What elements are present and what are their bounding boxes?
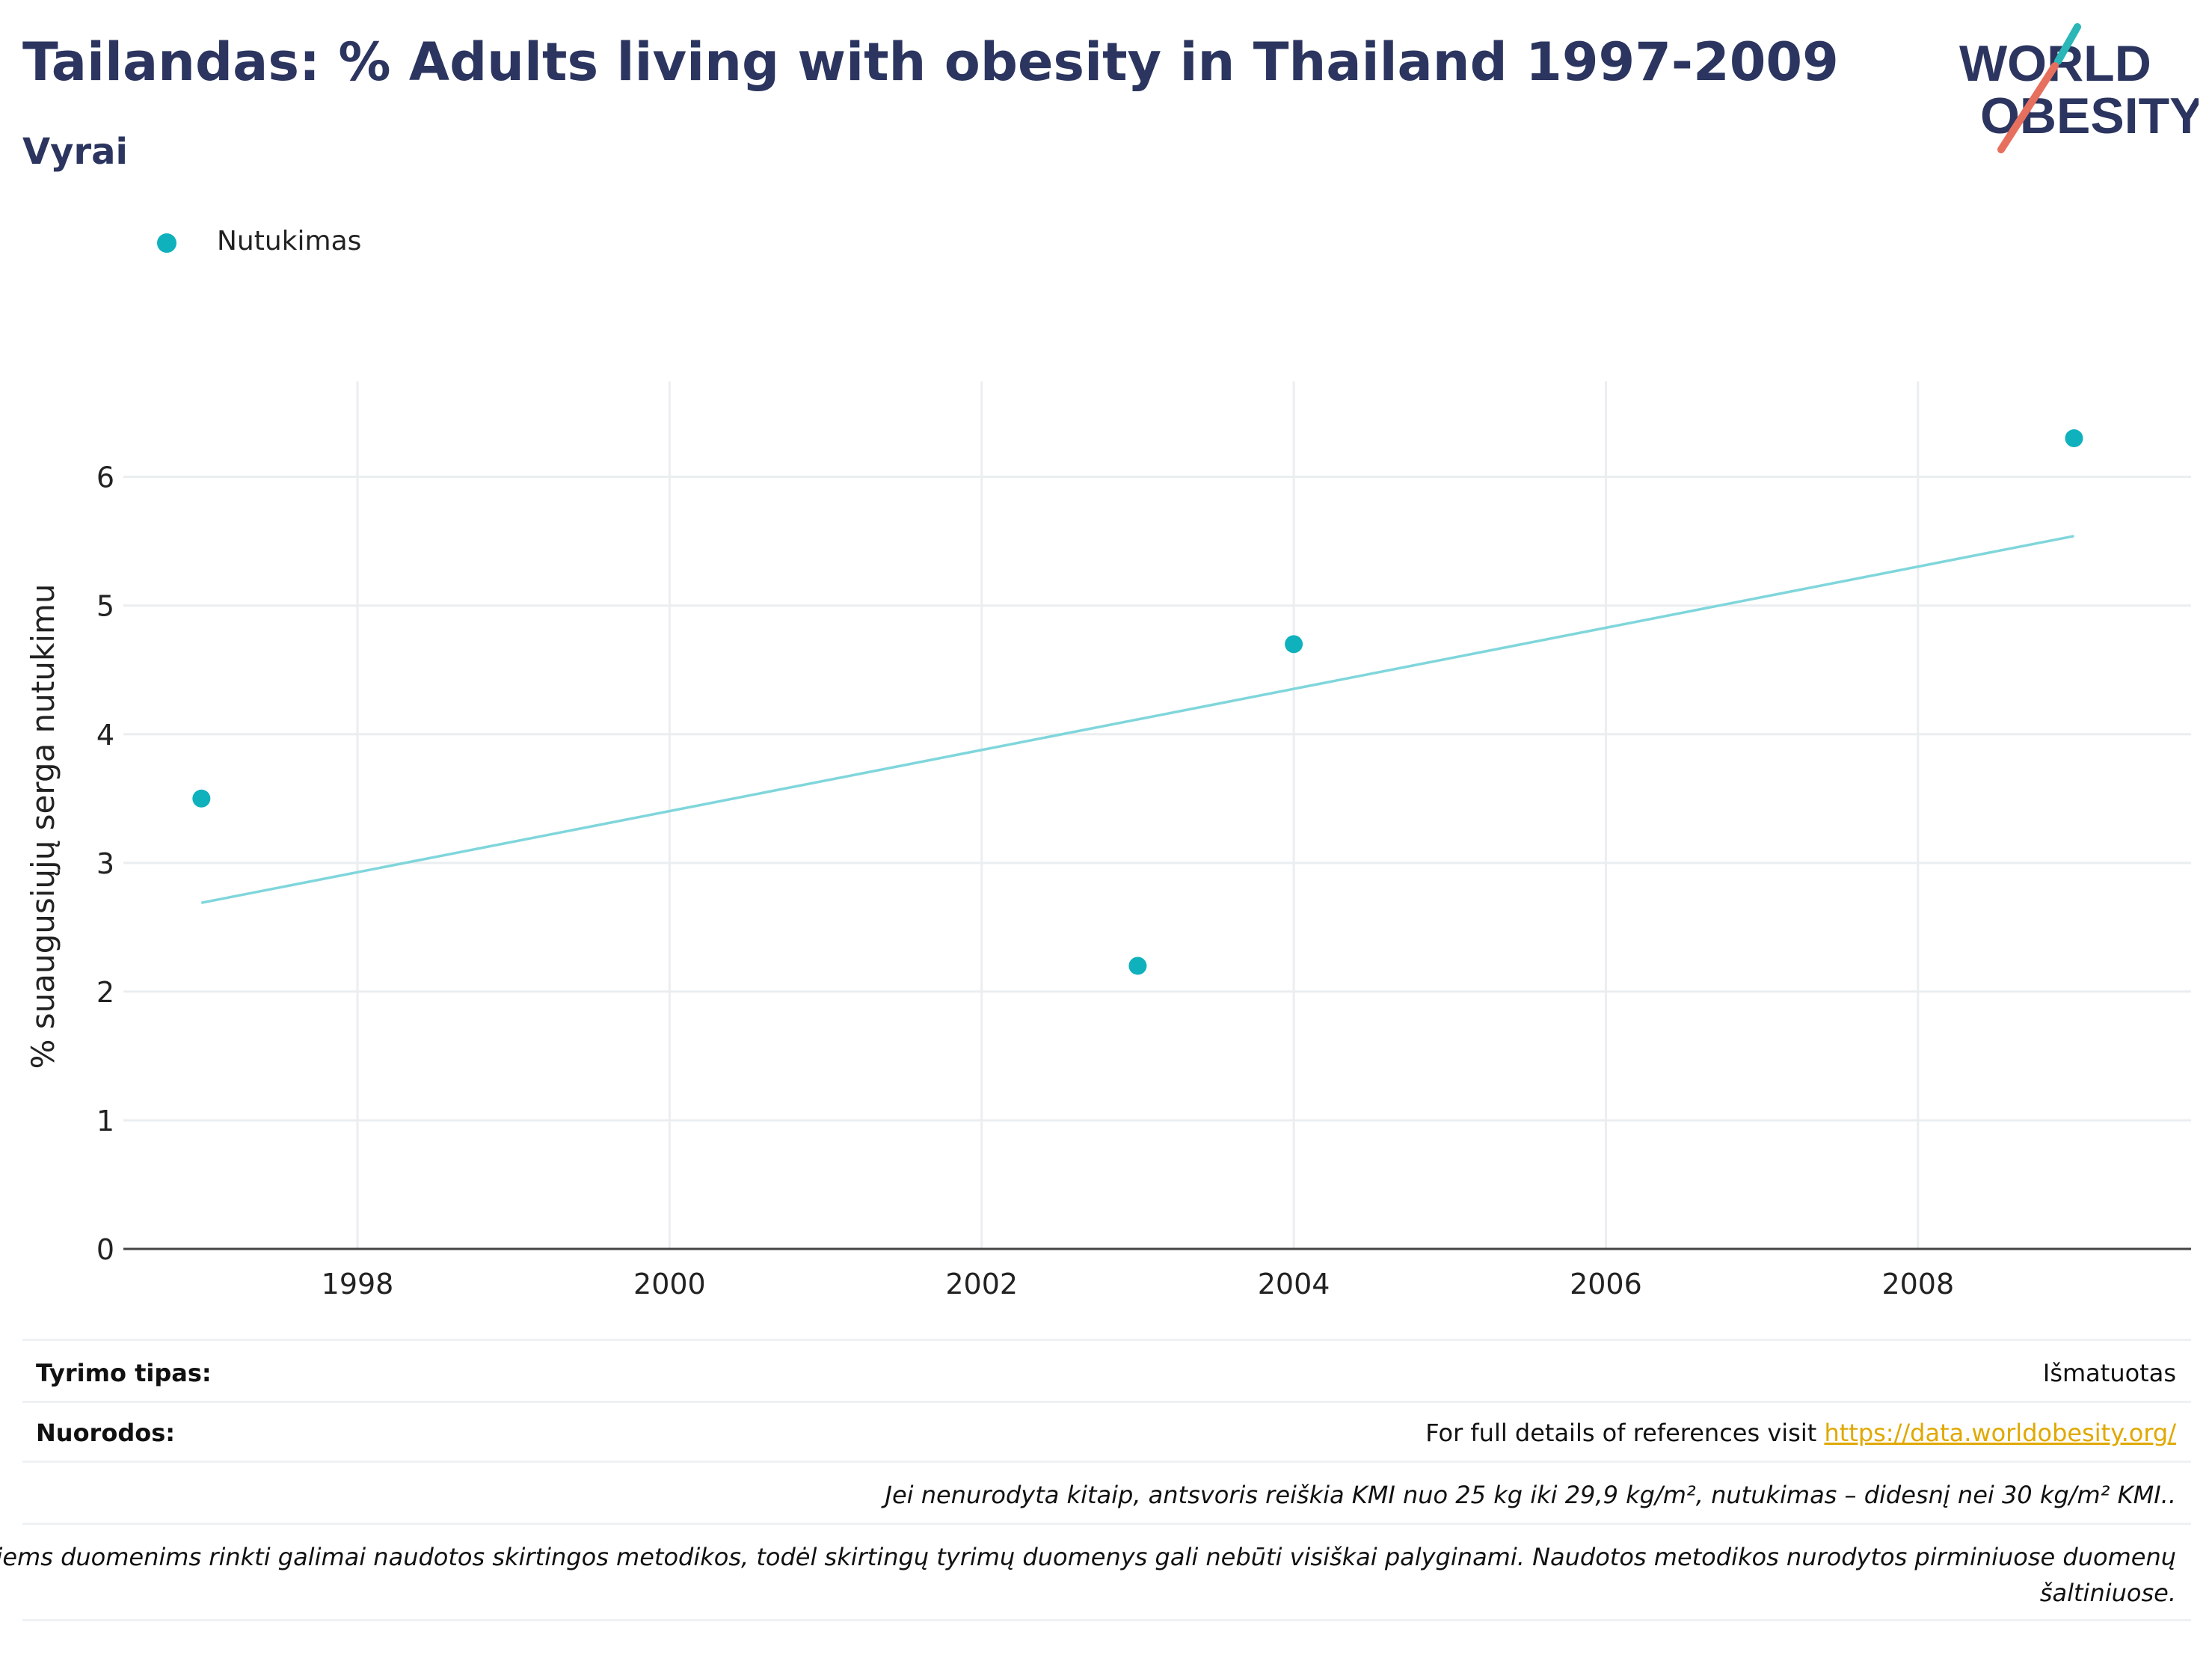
references-text: For full details of references visit bbox=[1425, 1419, 1825, 1447]
x-tick-label: 2004 bbox=[1258, 1268, 1330, 1301]
scatter-chart: 1998 2000 2002 2004 2006 2008 0 1 2 3 4 5 6 % suaugus… bbox=[25, 381, 2191, 1301]
references-label: Nuorodos: bbox=[36, 1419, 176, 1447]
legend-marker-icon bbox=[157, 233, 176, 253]
logo-line2: OBESITY bbox=[1980, 87, 2199, 144]
y-tick-label: 4 bbox=[96, 719, 114, 752]
x-tick-label: 2000 bbox=[633, 1268, 706, 1301]
methodology-note-line2: šaltiniuose. bbox=[2039, 1579, 2176, 1607]
footer-note1-row: Jei nenurodyta kitaip, antsvoris reiškia… bbox=[22, 1463, 2191, 1525]
x-tick-label: 1998 bbox=[322, 1268, 394, 1301]
y-tick-label: 2 bbox=[96, 976, 114, 1009]
y-tick-label: 6 bbox=[96, 461, 114, 494]
footer-references-row: Nuorodos: For full details of references… bbox=[22, 1401, 2191, 1463]
data-point bbox=[1285, 635, 1303, 654]
y-axis-title: % suaugusiųjų serga nutukimu bbox=[25, 583, 61, 1069]
logo-teal-slash-icon bbox=[2054, 23, 2081, 65]
definition-note: Jei nenurodyta kitaip, antsvoris reiškia… bbox=[885, 1481, 2177, 1509]
y-tick-label: 3 bbox=[96, 847, 114, 880]
study-type-value: Išmatuotas bbox=[2042, 1359, 2176, 1387]
data-point bbox=[192, 789, 211, 808]
y-tick-label: 0 bbox=[96, 1233, 114, 1266]
data-point bbox=[1128, 957, 1147, 975]
x-tick-label: 2002 bbox=[945, 1268, 1018, 1301]
data-point bbox=[2065, 429, 2083, 448]
legend-label: Nutukimas bbox=[217, 226, 362, 257]
x-tick-label: 2008 bbox=[1881, 1268, 1954, 1301]
world-obesity-logo: WORLD OBESITY bbox=[1959, 23, 2199, 153]
y-tick-label: 1 bbox=[96, 1105, 114, 1137]
references-value: For full details of references visit htt… bbox=[1425, 1419, 2176, 1447]
trend-line bbox=[201, 535, 2074, 904]
x-tick-label: 2006 bbox=[1570, 1268, 1642, 1301]
study-type-label: Tyrimo tipas: bbox=[36, 1359, 212, 1387]
page-subtitle: Vyrai bbox=[22, 131, 128, 173]
page-title: Tailandas: % Adults living with obesity … bbox=[22, 31, 1839, 93]
footer-study-type-row: Tyrimo tipas: Išmatuotas bbox=[22, 1339, 2191, 1403]
methodology-note-line1: Šiems duomenims rinkti galimai naudotos … bbox=[0, 1543, 2176, 1571]
references-link[interactable]: https://data.worldobesity.org/ bbox=[1824, 1419, 2176, 1447]
y-tick-label: 5 bbox=[96, 590, 114, 623]
logo-red-slash-icon bbox=[1997, 62, 2059, 153]
footer-note2-row: Šiems duomenims rinkti galimai naudotos … bbox=[0, 1525, 2191, 1621]
